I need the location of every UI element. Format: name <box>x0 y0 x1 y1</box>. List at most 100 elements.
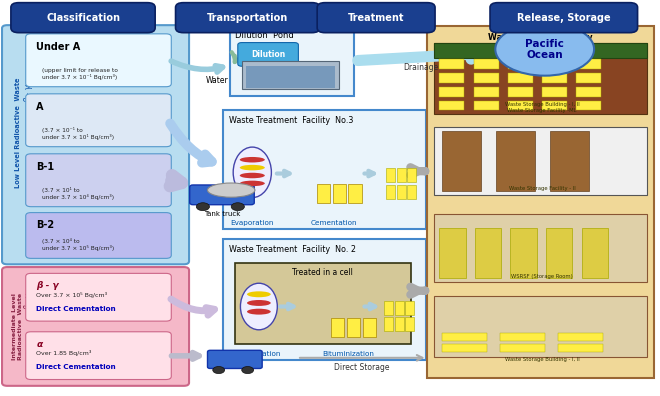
Bar <box>395 317 404 331</box>
Bar <box>474 59 498 69</box>
Bar <box>508 73 533 83</box>
Text: Waste Storage Building - I, II
Waste Storage Facility -ML: Waste Storage Building - I, II Waste Sto… <box>505 102 579 112</box>
Bar <box>405 301 414 315</box>
Text: Direct Storage: Direct Storage <box>334 363 389 372</box>
Bar <box>331 318 345 337</box>
Bar <box>397 185 406 199</box>
Bar <box>434 43 647 58</box>
Bar <box>500 344 544 352</box>
FancyBboxPatch shape <box>238 43 298 66</box>
Text: Evaporation: Evaporation <box>230 221 274 227</box>
Bar <box>576 101 601 110</box>
Bar <box>542 59 567 69</box>
Ellipse shape <box>247 291 271 297</box>
Bar <box>508 59 533 69</box>
Bar <box>347 318 360 337</box>
Bar <box>363 318 376 337</box>
Text: (3.7 × 10¹ to
under 3.7 × 10⁴ Bq/cm³): (3.7 × 10¹ to under 3.7 × 10⁴ Bq/cm³) <box>42 187 114 200</box>
Bar <box>581 228 608 278</box>
Bar <box>442 131 482 190</box>
Bar <box>223 240 426 360</box>
Text: Transportation: Transportation <box>207 13 288 23</box>
Bar <box>500 333 544 341</box>
Ellipse shape <box>240 283 277 330</box>
FancyBboxPatch shape <box>26 332 172 379</box>
Bar <box>242 61 339 89</box>
FancyBboxPatch shape <box>189 185 254 205</box>
Text: β - γ: β - γ <box>24 84 33 103</box>
Text: Tank truck: Tank truck <box>204 211 240 217</box>
Text: A: A <box>36 102 44 112</box>
Ellipse shape <box>247 300 271 306</box>
Text: Over 3.7 × 10⁵ Bq/cm³: Over 3.7 × 10⁵ Bq/cm³ <box>36 292 108 298</box>
Bar <box>440 73 465 83</box>
Bar <box>348 184 362 203</box>
Text: Dilution  Pond: Dilution Pond <box>235 31 294 40</box>
Circle shape <box>231 203 244 211</box>
Text: Dilution: Dilution <box>251 50 285 59</box>
Bar <box>434 214 647 282</box>
Text: Direct Cementation: Direct Cementation <box>36 364 116 370</box>
Text: Intermediate Level
Radioactive  Waste: Intermediate Level Radioactive Waste <box>13 293 23 360</box>
Bar <box>508 101 533 110</box>
FancyBboxPatch shape <box>26 94 172 147</box>
Text: Under A: Under A <box>36 42 81 52</box>
Text: Waste Storage Facility - II: Waste Storage Facility - II <box>509 186 576 190</box>
Text: Waste  Storage Facility: Waste Storage Facility <box>488 32 593 42</box>
Bar <box>546 228 572 278</box>
FancyBboxPatch shape <box>317 3 435 32</box>
FancyBboxPatch shape <box>26 273 172 321</box>
Bar <box>542 101 567 110</box>
FancyBboxPatch shape <box>2 25 189 264</box>
Text: Release, Storage: Release, Storage <box>517 13 610 23</box>
Bar <box>407 185 416 199</box>
Text: WSRSF (Storage Room): WSRSF (Storage Room) <box>512 274 573 280</box>
Bar <box>440 59 465 69</box>
Text: β - γ: β - γ <box>24 293 34 310</box>
Bar <box>317 184 330 203</box>
Bar <box>442 333 486 341</box>
Text: B-2: B-2 <box>36 221 54 230</box>
Bar <box>223 110 426 229</box>
Bar <box>434 295 647 357</box>
Bar <box>407 168 416 182</box>
Bar <box>474 101 498 110</box>
Text: Bituminization: Bituminization <box>323 351 374 357</box>
Text: α: α <box>36 340 42 348</box>
Text: (3.7 × 10⁴ to
under 3.7 × 10⁵ Bq/cm³): (3.7 × 10⁴ to under 3.7 × 10⁵ Bq/cm³) <box>42 238 114 251</box>
Bar <box>558 333 603 341</box>
Circle shape <box>242 367 253 373</box>
Bar <box>405 317 414 331</box>
Bar <box>234 263 411 344</box>
Ellipse shape <box>240 181 265 186</box>
Bar <box>442 344 486 352</box>
Bar <box>496 131 535 190</box>
Circle shape <box>213 367 224 373</box>
Text: Treated in a cell: Treated in a cell <box>292 268 353 277</box>
Bar <box>230 26 354 96</box>
Text: Classification: Classification <box>46 13 120 23</box>
Bar <box>510 228 537 278</box>
Text: β - γ: β - γ <box>36 281 59 290</box>
Bar <box>576 59 601 69</box>
Ellipse shape <box>240 165 265 170</box>
Bar <box>440 87 465 97</box>
Text: (3.7 × 10⁻¹ to
under 3.7 × 10¹ Bq/cm³): (3.7 × 10⁻¹ to under 3.7 × 10¹ Bq/cm³) <box>42 127 114 140</box>
Bar <box>576 87 601 97</box>
Bar <box>395 301 404 315</box>
Bar <box>542 73 567 83</box>
FancyBboxPatch shape <box>207 350 262 368</box>
Bar <box>434 127 647 194</box>
Bar <box>246 66 335 88</box>
Bar <box>440 101 465 110</box>
Text: Treatment: Treatment <box>348 13 405 23</box>
FancyBboxPatch shape <box>490 3 638 32</box>
Bar <box>558 344 603 352</box>
Bar <box>440 228 466 278</box>
Text: Water: Water <box>205 76 228 85</box>
Ellipse shape <box>247 309 271 314</box>
FancyBboxPatch shape <box>176 3 320 32</box>
Text: Pacific: Pacific <box>525 39 564 49</box>
Circle shape <box>196 203 209 211</box>
Bar <box>386 168 395 182</box>
